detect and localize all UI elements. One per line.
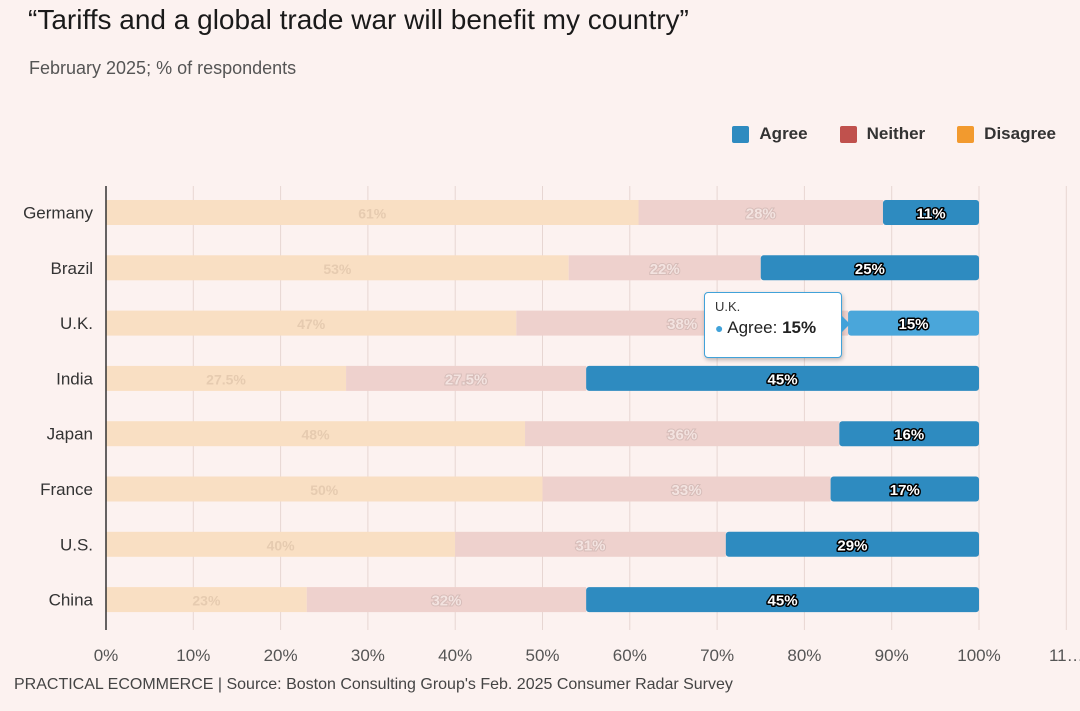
bar-disagree — [106, 531, 456, 557]
bar-disagree — [106, 587, 307, 613]
data-label-disagree: 50% — [310, 482, 339, 498]
x-tick-label: 50% — [525, 646, 559, 665]
data-label-neither: 38% — [667, 316, 697, 333]
x-tick-label: 70% — [700, 646, 734, 665]
x-tick-label: 100% — [957, 646, 1000, 665]
legend-item-neither[interactable]: Neither — [839, 124, 926, 144]
bar-disagree — [106, 365, 347, 391]
bar-disagree — [106, 200, 639, 225]
legend-label-disagree: Disagree — [984, 124, 1056, 143]
data-label-disagree: 48% — [302, 427, 331, 443]
tooltip-series: Agree — [727, 318, 773, 337]
data-label-neither: 27.5% — [445, 371, 488, 388]
data-label-agree: 45% — [768, 593, 798, 610]
source-footer: PRACTICAL ECOMMERCE | Source: Boston Con… — [14, 676, 733, 693]
bar-agree — [839, 421, 979, 447]
data-label-disagree: 47% — [297, 316, 326, 332]
tooltip-value: 15% — [782, 318, 817, 337]
legend-swatch-disagree — [957, 125, 975, 143]
y-category-label: U.K. — [60, 314, 93, 333]
legend-swatch-agree — [732, 125, 750, 143]
data-label-agree: 11% — [916, 206, 945, 223]
tooltip-dot-icon: ● — [715, 320, 724, 336]
y-category-label: U.S. — [60, 535, 93, 554]
data-label-disagree: 40% — [267, 537, 296, 553]
legend-item-agree[interactable]: Agree — [732, 124, 808, 144]
x-tick-label: 90% — [875, 646, 909, 665]
chart-title: “Tariffs and a global trade war will ben… — [28, 4, 689, 35]
legend: Agree Neither Disagree — [732, 124, 1056, 144]
y-category-label: Japan — [47, 425, 93, 444]
bar-agree — [882, 200, 979, 225]
bar-agree — [586, 587, 979, 613]
data-label-agree: 29% — [837, 537, 867, 554]
legend-label-agree: Agree — [759, 124, 808, 143]
bar-neither — [638, 200, 883, 225]
data-label-disagree: 61% — [358, 206, 387, 222]
legend-label-neither: Neither — [866, 124, 926, 143]
y-category-label: Germany — [23, 204, 93, 223]
bar-neither — [542, 476, 831, 502]
data-label-agree: 16% — [894, 427, 924, 444]
x-tick-label: 30% — [351, 646, 385, 665]
bar-neither — [346, 365, 587, 391]
bar-agree — [725, 531, 979, 557]
y-category-label: Brazil — [50, 259, 93, 278]
bar-neither — [568, 255, 761, 281]
data-label-neither: 22% — [650, 261, 680, 278]
data-label-neither: 32% — [431, 593, 461, 610]
bar-neither — [306, 587, 587, 613]
x-tick-label: 0% — [94, 646, 119, 665]
data-label-neither: 31% — [575, 537, 605, 554]
data-label-neither: 28% — [746, 206, 776, 223]
data-label-agree: 17% — [890, 482, 920, 499]
tooltip: U.K. ● Agree: 15% — [704, 292, 850, 358]
bar-agree — [848, 310, 979, 336]
data-label-agree: 25% — [855, 261, 885, 278]
y-category-label: India — [56, 369, 93, 388]
x-tick-label: 40% — [438, 646, 472, 665]
data-label-disagree: 53% — [323, 261, 352, 277]
x-tick-label: 80% — [787, 646, 821, 665]
bar-agree — [760, 255, 979, 281]
data-label-agree: 15% — [899, 316, 929, 333]
legend-item-disagree[interactable]: Disagree — [957, 124, 1056, 144]
y-category-label: France — [40, 480, 93, 499]
y-category-label: China — [49, 591, 94, 610]
bar-agree — [830, 476, 979, 502]
data-label-neither: 36% — [667, 427, 697, 444]
bar-neither — [525, 421, 840, 447]
data-label-disagree: 23% — [192, 593, 221, 609]
x-tick-label: 20% — [264, 646, 298, 665]
legend-swatch-neither — [839, 125, 857, 143]
x-tick-label: 11… — [1049, 646, 1080, 665]
chart-subtitle: February 2025; % of respondents — [29, 58, 297, 78]
tooltip-line: ● Agree: 15% — [715, 318, 817, 337]
bar-disagree — [106, 255, 569, 281]
x-tick-label: 60% — [613, 646, 647, 665]
bar-disagree — [106, 421, 526, 447]
tooltip-title: U.K. — [715, 299, 741, 314]
bar-disagree — [106, 476, 543, 502]
data-label-disagree: 27.5% — [206, 371, 246, 387]
data-label-agree: 45% — [768, 371, 798, 388]
bar-disagree — [106, 310, 517, 336]
x-tick-label: 10% — [176, 646, 210, 665]
bar-agree — [586, 365, 979, 391]
bar-neither — [455, 531, 726, 557]
data-label-neither: 33% — [672, 482, 702, 499]
